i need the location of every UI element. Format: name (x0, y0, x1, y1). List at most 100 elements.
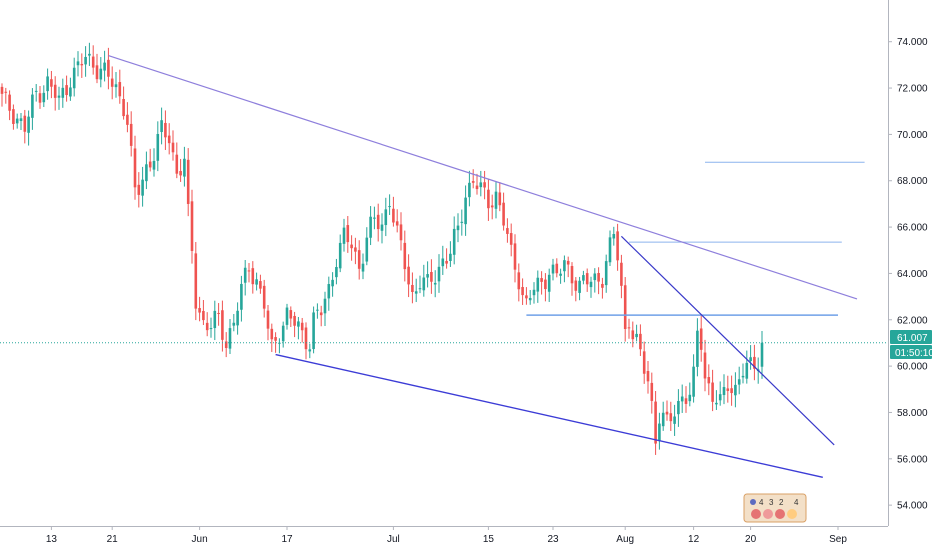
candle-body (80, 63, 84, 66)
candle-body (202, 310, 205, 321)
candle-body (53, 84, 57, 98)
logo-digit-1: 4 (759, 498, 764, 507)
candle-body (205, 322, 209, 331)
candle-body (297, 321, 300, 327)
candle-body (126, 114, 129, 125)
candle-body (376, 214, 380, 230)
logo-digit-3: 2 (779, 498, 784, 507)
sorting-balls-logo: 4 3 2 4 (743, 493, 807, 523)
upper-channel-line[interactable] (108, 55, 858, 300)
candle-body (574, 280, 578, 291)
candle-body (110, 78, 114, 87)
candle-body (411, 284, 414, 292)
price-tick-label: 58.000 (897, 408, 928, 419)
candle-body (734, 384, 737, 396)
candle-body (23, 115, 27, 132)
candle-body (468, 182, 471, 198)
price-tags: 61.007 01:50:10 (890, 330, 932, 359)
candle-body (680, 396, 684, 402)
candle-body (696, 330, 699, 367)
time-tick-label: 23 (547, 534, 559, 545)
candle-body (684, 398, 688, 404)
candle-body (91, 56, 95, 68)
candle-body (88, 53, 91, 56)
candle-body (528, 297, 532, 301)
wedge-descending-line[interactable] (620, 235, 835, 446)
candle-body (540, 278, 543, 282)
candle-body (631, 330, 635, 340)
candle-body (31, 94, 34, 118)
candle-body (190, 201, 194, 251)
candle-body (536, 277, 540, 292)
candle-body (726, 388, 730, 391)
candle-body (141, 179, 144, 196)
time-tick-label: Jul (387, 534, 400, 545)
candle-body (34, 90, 38, 92)
candle-body (232, 322, 236, 326)
candle-body (654, 401, 657, 444)
candle-body (148, 161, 152, 168)
candle-body (236, 310, 239, 326)
candle-body (50, 79, 53, 87)
candle-body (559, 273, 562, 276)
price-tick-label: 72.000 (897, 84, 928, 95)
candle-body (722, 387, 726, 396)
lower-channel-line[interactable] (275, 353, 823, 479)
candle-body (570, 266, 574, 284)
candle-body (414, 291, 418, 294)
price-tick-label: 64.000 (897, 269, 928, 280)
candle-body (118, 82, 122, 97)
candle-body (509, 233, 513, 245)
candle-body (357, 250, 361, 269)
candle-body (65, 85, 68, 96)
price-axis[interactable]: 54.000 56.000 58.000 60.000 62.000 64.000 66.0… (888, 0, 928, 526)
candle-body (612, 234, 616, 239)
candle-body (677, 400, 680, 415)
candle-body (532, 289, 536, 296)
candle-body (194, 253, 198, 309)
candle-body (616, 231, 619, 261)
candle-body (335, 267, 338, 278)
candle-body (441, 258, 445, 267)
candle-body (426, 274, 429, 278)
time-tick-label: 13 (46, 534, 58, 545)
candle-body (589, 281, 593, 288)
candle-body (213, 310, 217, 329)
candle-body (525, 295, 528, 299)
candle-body (513, 243, 517, 270)
candle-body (745, 362, 749, 379)
candle-body (521, 287, 524, 296)
candle-body (0, 86, 4, 94)
candle-body (422, 277, 426, 291)
candle-body (114, 84, 118, 88)
candle-body (658, 423, 661, 442)
candle-body (753, 356, 756, 369)
candle-body (38, 93, 42, 103)
candle-body (156, 133, 160, 161)
candle-body (137, 184, 141, 195)
countdown-value: 01:50:10 (895, 348, 932, 359)
time-axis[interactable]: 13 21 Jun 17 Jul 15 23 Aug 12 20 Sep (0, 526, 888, 545)
candle-body (61, 87, 65, 98)
candle-body (183, 158, 186, 177)
candle-body (323, 298, 327, 314)
candle-body (578, 280, 581, 293)
candle-body (395, 221, 399, 226)
candle-body (635, 333, 638, 338)
candle-body (42, 92, 46, 103)
candle-body (483, 182, 486, 188)
candle-body (327, 284, 331, 299)
candle-body (737, 379, 741, 385)
last-price-value: 61.007 (897, 333, 928, 344)
candle-body (620, 262, 623, 286)
candle-body (99, 68, 103, 80)
candle-body (304, 327, 308, 350)
candle-body (555, 263, 559, 274)
time-tick-label: 17 (281, 534, 293, 545)
candle-body (300, 322, 304, 331)
candle-body (293, 315, 296, 326)
candle-body (460, 221, 464, 223)
candle-body (72, 67, 76, 89)
candle-body (103, 62, 106, 71)
